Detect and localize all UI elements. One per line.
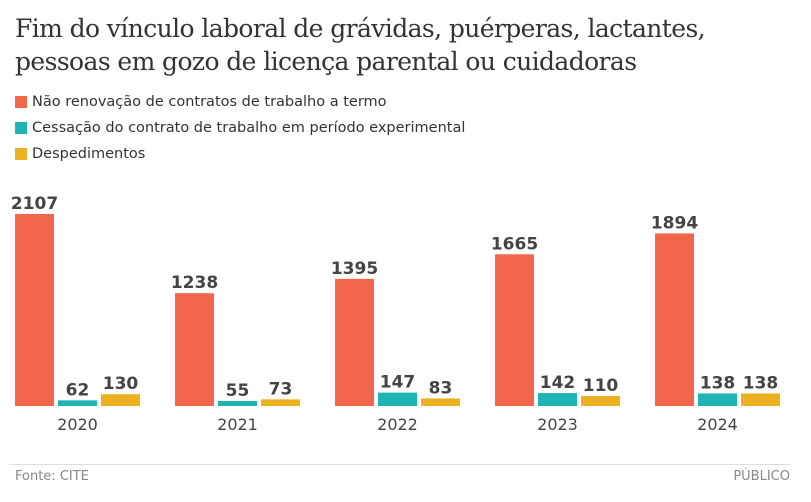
x-tick-label: 2023 [537,415,578,434]
legend-swatch [15,148,27,160]
bar-2024-1 [698,393,737,406]
x-tick-label: 2022 [377,415,418,434]
bar-2021-2 [261,399,300,406]
bar-2022-2 [421,398,460,406]
legend-swatch [15,96,27,108]
data-label: 1894 [651,213,698,233]
data-label: 73 [269,379,293,399]
bar-2020-0 [15,214,54,406]
data-label: 142 [540,373,576,393]
data-label: 138 [743,373,779,393]
data-label: 110 [583,376,619,396]
data-label: 1238 [171,273,218,293]
bar-2021-1 [218,400,257,406]
brand-logo: PÚBLICO [733,469,790,484]
legend-item-0: Não renovação de contratos de trabalho a… [15,94,387,110]
bar-2020-1 [58,400,97,406]
data-label: 55 [226,381,250,401]
footer-divider [9,464,790,465]
legend-item-2: Despedimentos [15,146,145,162]
x-tick-label: 2024 [697,415,738,434]
bar-2024-0 [655,233,694,406]
x-tick-label: 2021 [217,415,258,434]
bar-2023-2 [581,395,620,406]
source-note: Fonte: CITE [15,469,89,484]
legend-swatch [15,122,27,134]
bar-2022-1 [378,392,417,406]
legend-item-1: Cessação do contrato de trabalho em perí… [15,120,465,136]
bar-2023-1 [538,393,577,406]
legend-label: Cessação do contrato de trabalho em perí… [32,120,466,136]
chart-title: Fim do vínculo laboral de grávidas, puér… [15,14,706,76]
legend-label: Despedimentos [32,146,146,162]
legend-label: Não renovação de contratos de trabalho a… [32,94,387,110]
x-tick-label: 2020 [57,415,98,434]
data-label: 83 [429,378,453,398]
bar-2020-2 [101,394,140,406]
bar-2024-2 [741,393,780,406]
data-label: 1665 [491,234,538,254]
bar-2021-0 [175,293,214,406]
data-label: 138 [700,373,736,393]
data-label: 2107 [11,194,58,214]
data-label: 1395 [331,259,378,279]
bar-2022-0 [335,278,374,406]
data-label: 130 [103,374,139,394]
bar-2023-0 [495,254,534,406]
data-label: 62 [66,380,90,400]
data-label: 147 [380,373,416,393]
